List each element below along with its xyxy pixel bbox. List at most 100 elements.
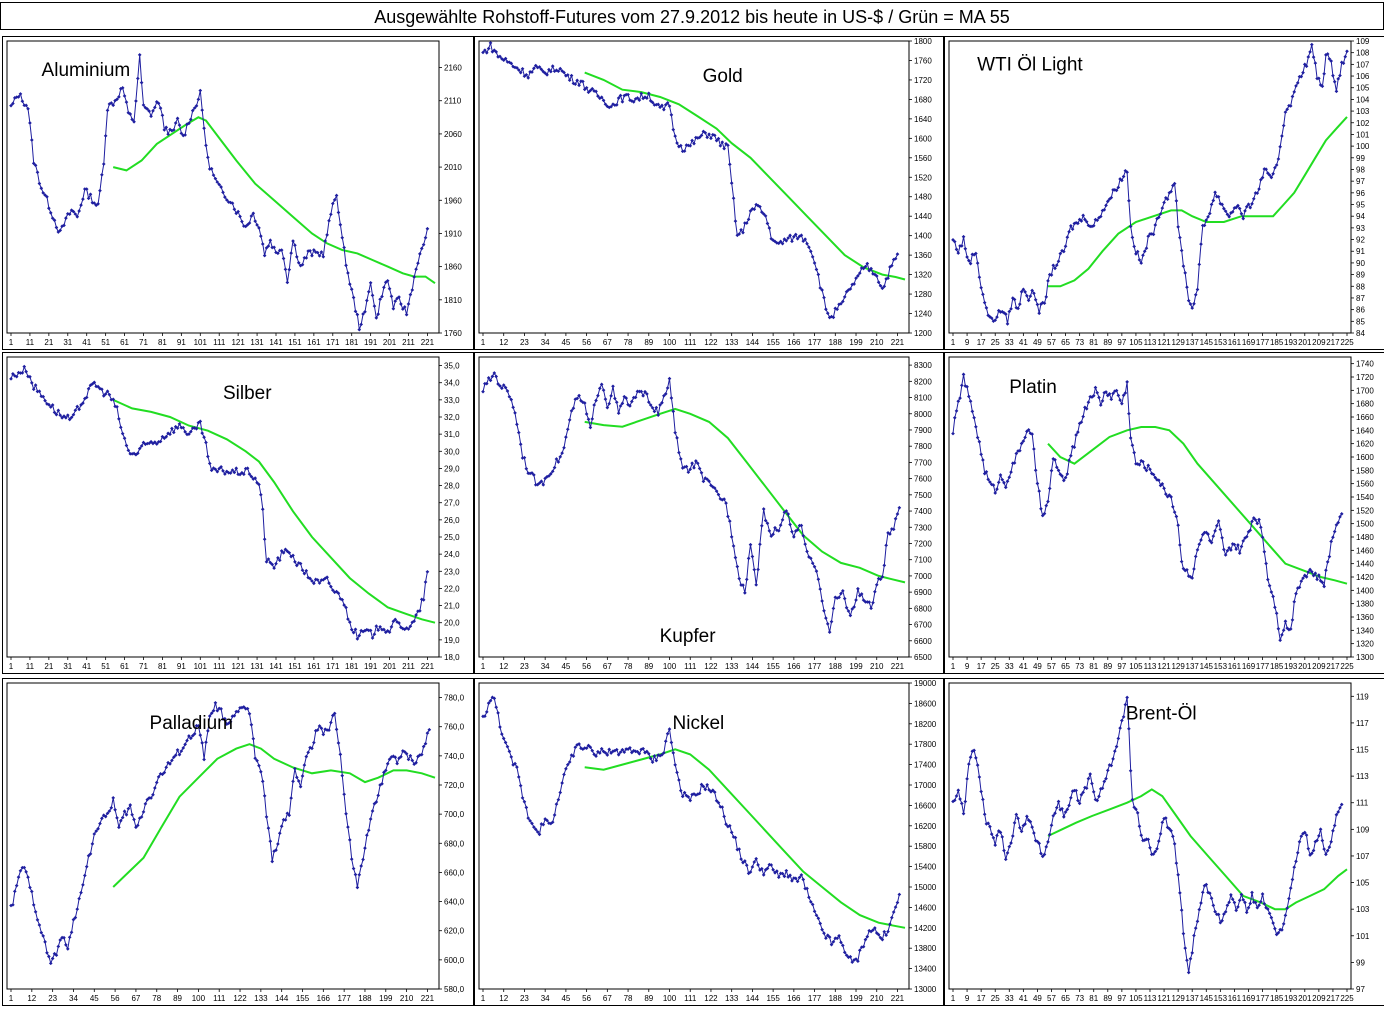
price-point: [518, 442, 523, 447]
y-tick-label: 680,0: [444, 839, 465, 848]
price-point: [376, 793, 381, 798]
x-tick-label: 89: [1103, 994, 1112, 1003]
price-point: [230, 201, 235, 206]
price-point: [743, 221, 747, 225]
x-tick-label: 145: [1200, 338, 1214, 347]
price-point: [414, 267, 418, 272]
x-tick-label: 137: [1186, 994, 1200, 1003]
price-point: [162, 128, 167, 132]
plot-area: [478, 356, 910, 658]
price-point: [359, 864, 364, 868]
y-tick-label: 107: [1356, 852, 1370, 861]
x-tick-label: 188: [829, 994, 843, 1003]
y-tick-label: 115: [1356, 746, 1369, 755]
x-tick-label: 1: [481, 662, 486, 671]
price-point: [310, 253, 314, 258]
price-point: [342, 792, 346, 797]
price-point: [202, 126, 206, 131]
y-tick-label: 720,0: [444, 781, 465, 790]
price-point: [423, 235, 428, 240]
price-point: [1237, 898, 1242, 903]
x-tick-label: 73: [1075, 994, 1084, 1003]
price-point: [351, 295, 356, 300]
price-point: [857, 948, 862, 953]
chart-title: Platin: [1009, 377, 1057, 398]
price-point: [743, 591, 747, 595]
y-tick-label: 620,0: [444, 927, 465, 936]
x-tick-label: 67: [603, 994, 612, 1003]
price-point: [1332, 79, 1337, 84]
price-point: [571, 754, 576, 758]
price-point: [175, 426, 180, 430]
price-point: [1222, 547, 1226, 552]
y-tick-label: 92: [1356, 236, 1365, 245]
chart-title: WTI Öl Light: [977, 54, 1083, 75]
y-tick-label: 1560: [914, 154, 932, 163]
price-point: [175, 748, 180, 752]
y-tick-label: 1480: [914, 193, 932, 202]
price-point: [325, 233, 329, 237]
x-tick-label: 41: [82, 662, 91, 671]
price-point: [1234, 547, 1239, 551]
y-tick-label: 15400: [914, 863, 937, 872]
price-point: [878, 283, 883, 288]
x-tick-label: 23: [520, 994, 529, 1003]
x-tick-label: 61: [120, 662, 129, 671]
price-point: [266, 826, 271, 830]
price-point: [412, 619, 417, 624]
chart-panel-5: 1740 1720 1700 1680 1660 1640 1620 1600 1580 1560…: [944, 352, 1384, 674]
price-point: [179, 131, 184, 136]
price-point: [103, 133, 108, 138]
price-point: [31, 161, 36, 166]
price-point: [41, 191, 46, 195]
price-point: [814, 913, 819, 918]
x-tick-label: 111: [684, 994, 697, 1003]
price-point: [1276, 626, 1281, 631]
x-tick-label: 122: [704, 662, 718, 671]
y-tick-label: 1810: [444, 296, 462, 305]
price-point: [880, 286, 885, 291]
price-point: [296, 779, 301, 783]
x-tick-label: 89: [1103, 662, 1112, 671]
price-point: [1174, 514, 1179, 519]
price-point: [264, 560, 269, 564]
y-tick-label: 119: [1356, 692, 1369, 701]
price-point: [96, 202, 100, 206]
price-point: [748, 542, 753, 547]
price-point: [752, 207, 757, 212]
y-tick-label: 1420: [1356, 573, 1374, 582]
price-point: [603, 102, 608, 107]
x-tick-label: 171: [326, 338, 340, 347]
x-tick-label: 45: [561, 994, 570, 1003]
price-point: [285, 811, 290, 816]
price-point: [709, 136, 713, 141]
price-point: [255, 223, 259, 227]
price-point: [966, 394, 971, 399]
price-point: [232, 207, 237, 212]
price-point: [50, 956, 55, 961]
x-tick-label: 199: [849, 338, 863, 347]
price-point: [635, 96, 640, 100]
price-point: [814, 267, 819, 272]
x-tick-label: 100: [192, 994, 206, 1003]
price-point: [1160, 206, 1165, 210]
y-tick-label: 1760: [444, 329, 462, 338]
plot-area: [948, 356, 1352, 658]
y-tick-label: 13000: [914, 985, 937, 994]
x-tick-label: 34: [541, 662, 550, 671]
x-tick-label: 144: [746, 338, 760, 347]
x-tick-label: 201: [1298, 662, 1312, 671]
price-point: [41, 394, 46, 399]
y-tick-label: 97: [1356, 985, 1365, 994]
price-point: [412, 275, 417, 279]
y-tick-label: 1600: [1356, 453, 1374, 462]
price-point: [1209, 540, 1214, 545]
price-point: [882, 929, 887, 934]
x-tick-label: 49: [1033, 338, 1042, 347]
price-point: [402, 305, 407, 309]
price-point: [588, 88, 593, 93]
price-point: [562, 445, 566, 450]
y-tick-label: 88: [1356, 282, 1365, 291]
price-point: [682, 149, 687, 153]
price-point: [601, 388, 606, 392]
